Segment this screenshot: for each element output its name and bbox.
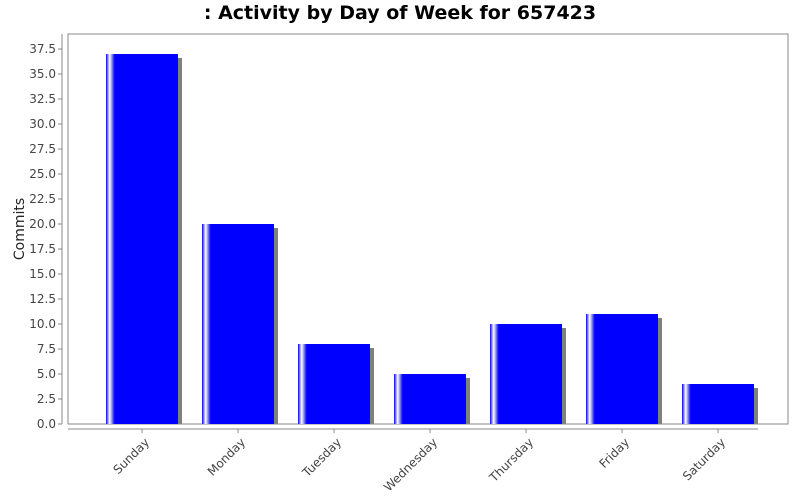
y-tick-label: 17.5 (29, 242, 56, 256)
x-tick-label-friday: Friday (597, 435, 633, 471)
y-tick-label: 10.0 (29, 317, 56, 331)
chart-title: : Activity by Day of Week for 657423 (203, 2, 597, 24)
y-tick-label: 0.0 (37, 417, 56, 431)
y-axis-label: Commits (12, 198, 28, 260)
y-tick-label: 12.5 (29, 292, 56, 306)
y-tick-label: 25.0 (29, 167, 56, 181)
x-tick-label-tuesday: Tuesday (299, 435, 344, 480)
bar-thursday (490, 324, 562, 424)
x-tick-label-wednesday: Wednesday (381, 435, 440, 494)
y-tick-label: 37.5 (29, 42, 56, 56)
bar-tuesday (298, 344, 370, 424)
y-tick-label: 20.0 (29, 217, 56, 231)
bar-wednesday (394, 374, 466, 424)
x-tick-label-thursday: Thursday (486, 435, 536, 485)
plot-area (67, 33, 789, 425)
y-tick-label: 22.5 (29, 192, 56, 206)
y-tick-label: 2.5 (37, 392, 56, 406)
bar-monday (202, 224, 274, 424)
y-tick-label: 32.5 (29, 92, 56, 106)
x-tick-label-sunday: Sunday (110, 435, 152, 477)
x-tick-label-monday: Monday (205, 435, 248, 478)
y-tick-label: 30.0 (29, 117, 56, 131)
bar-sunday (106, 54, 178, 424)
bar-saturday (682, 384, 754, 424)
y-tick-label: 35.0 (29, 67, 56, 81)
bar-friday (586, 314, 658, 424)
y-tick-label: 27.5 (29, 142, 56, 156)
y-tick-label: 15.0 (29, 267, 56, 281)
y-tick-label: 5.0 (37, 367, 56, 381)
x-tick-label-saturday: Saturday (680, 435, 728, 483)
y-tick-label: 7.5 (37, 342, 56, 356)
